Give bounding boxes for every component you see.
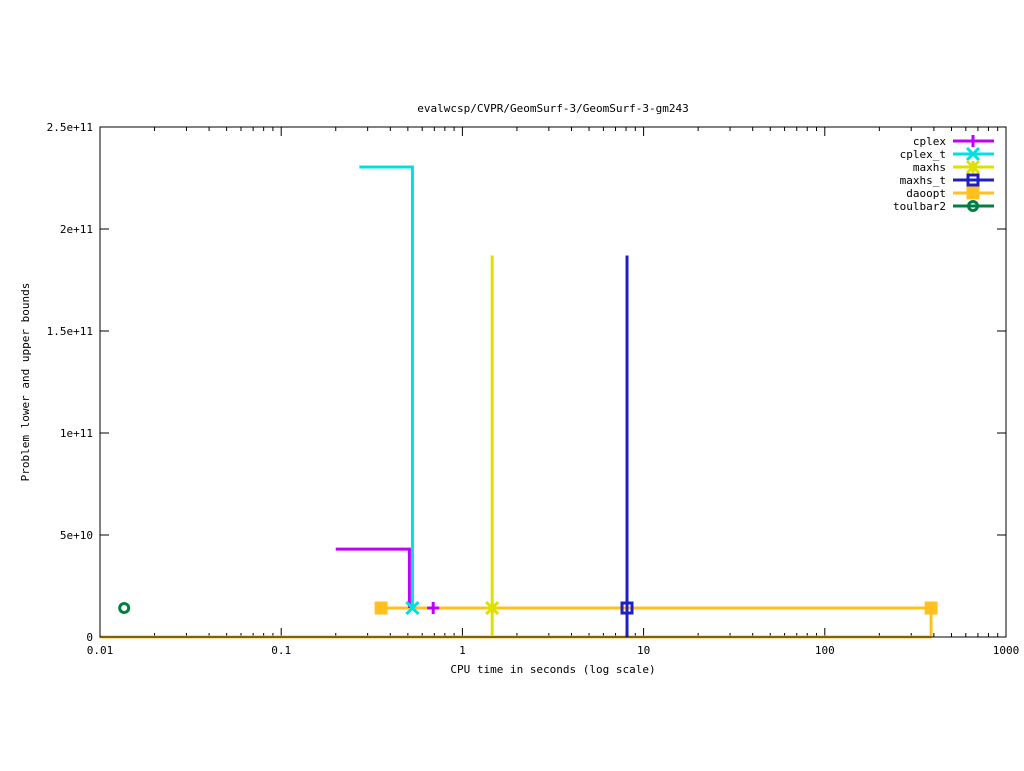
series-cplex_t (359, 165, 414, 609)
cplex_t-line (359, 165, 414, 609)
legend-marker-cplex_t (965, 146, 981, 162)
markers-cplex_t (405, 600, 420, 616)
x-tick-label: 0.01 (87, 644, 114, 657)
cplex_t-point (405, 600, 420, 616)
legend-label: cplex_t (900, 148, 946, 161)
markers-maxhs_t (620, 601, 634, 615)
y-tick-label: 2e+11 (60, 223, 93, 236)
markers-maxhs (485, 600, 500, 616)
legend-label: toulbar2 (893, 200, 946, 213)
maxhs_t-point (620, 601, 634, 615)
cplex-line (335, 547, 411, 609)
x-tick-label: 10 (637, 644, 650, 657)
daoopt-line (381, 606, 933, 637)
legend-label: maxhs (913, 161, 946, 174)
legend-label: maxhs_t (900, 174, 946, 187)
toulbar2-point (118, 602, 131, 615)
plot-border (99, 126, 1007, 638)
daoopt-point (924, 601, 938, 615)
markers-toulbar2 (118, 602, 131, 615)
chart-title: evalwcsp/CVPR/GeomSurf-3/GeomSurf-3-gm24… (417, 102, 689, 115)
y-tick-label: 5e+10 (60, 529, 93, 542)
y-tick-label: 0 (86, 631, 93, 644)
x-tick-label: 1 (459, 644, 466, 657)
legend-marker-cplex (967, 135, 979, 147)
cplex-point (427, 602, 440, 615)
maxhs-point (485, 600, 500, 616)
daoopt-point (374, 601, 388, 615)
markers-daoopt (374, 601, 938, 615)
y-tick-label: 2.5e+11 (47, 121, 93, 134)
legend-marker-maxhs (965, 159, 981, 175)
legend-label: daoopt (906, 187, 946, 200)
legend-marker-toulbar2 (967, 200, 979, 212)
series-cplex (335, 547, 411, 609)
x-tick-label: 0.1 (271, 644, 291, 657)
markers-cplex (427, 602, 440, 615)
y-tick-label: 1.5e+11 (47, 325, 93, 338)
legend-marker-daoopt (966, 186, 980, 200)
legend-marker-maxhs_t (966, 173, 980, 187)
x-tick-label: 100 (815, 644, 835, 657)
x-tick-label: 1000 (993, 644, 1020, 657)
y-tick-label: 1e+11 (60, 427, 93, 440)
series-daoopt (100, 606, 933, 639)
legend-label: cplex (913, 135, 946, 148)
y-axis-label: Problem lower and upper bounds (19, 283, 32, 482)
x-axis-label: CPU time in seconds (log scale) (450, 663, 655, 676)
